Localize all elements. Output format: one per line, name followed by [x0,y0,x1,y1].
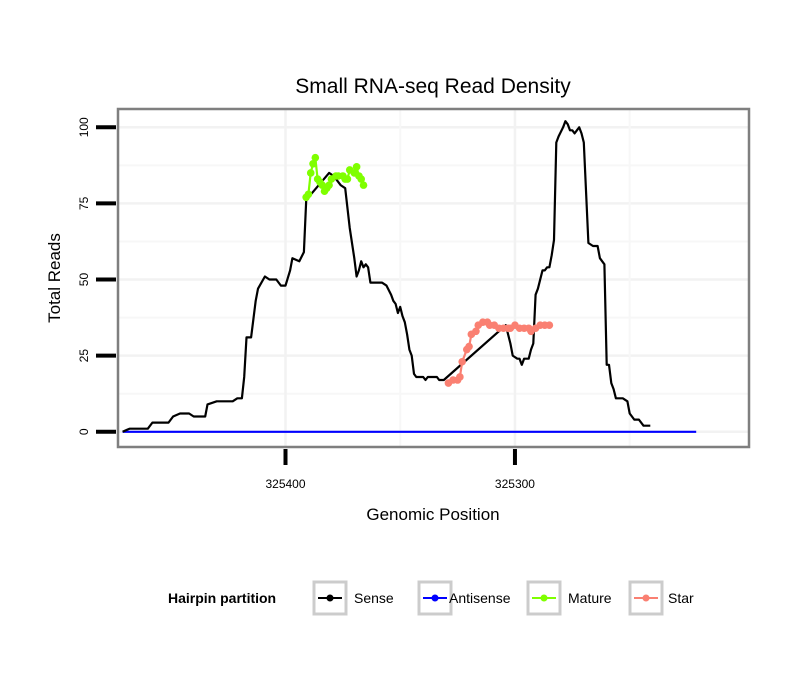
data-point-star [458,357,466,366]
y-tick-label: 0 [77,428,91,435]
panel-background [118,109,749,447]
legend-label-sense: Sense [354,590,394,606]
legend-key-point [326,594,334,602]
data-point-mature [311,153,320,162]
series-sense [122,120,651,433]
x-axis-title: Genomic Position [366,505,499,524]
data-point-star [472,327,480,336]
y-tick-label: 25 [77,349,91,363]
series-layer [122,120,697,433]
x-tick-label: 325400 [265,477,305,491]
legend-key-point [540,594,548,602]
x-tick-label: 325300 [495,477,535,491]
data-point-mature [359,181,368,189]
legend-label-mature: Mature [568,590,612,606]
y-tick-label: 50 [77,273,91,287]
data-point-star [465,342,473,351]
series-mature [302,153,368,202]
y-tick-label: 75 [77,196,91,210]
data-point-mature [343,175,352,183]
legend-key-point [431,594,439,602]
chart-title: Small RNA-seq Read Density [295,75,571,98]
x-axis: 325400 325300 [265,449,535,491]
legend-key-point [642,594,650,602]
series-star [444,318,554,387]
legend: Hairpin partition Sense Antisense Mature St… [168,580,694,616]
legend-label-star: Star [668,590,694,606]
y-axis-title: Total Reads [45,233,64,323]
data-point-mature [304,190,313,199]
legend-label-antisense: Antisense [449,590,511,606]
data-point-mature [309,160,317,168]
series-line-sense [122,120,651,433]
panel-border [116,107,751,449]
legend-title: Hairpin partition [168,590,276,606]
data-point-mature [325,181,333,189]
data-point-mature [306,169,315,177]
data-point-mature [357,175,366,183]
data-point-star [456,373,464,381]
y-axis: 0 25 50 75 100 [77,117,116,435]
y-tick-label: 100 [77,117,91,137]
plot-panel [116,107,751,449]
data-point-star [545,321,554,329]
data-point-mature [352,163,361,171]
